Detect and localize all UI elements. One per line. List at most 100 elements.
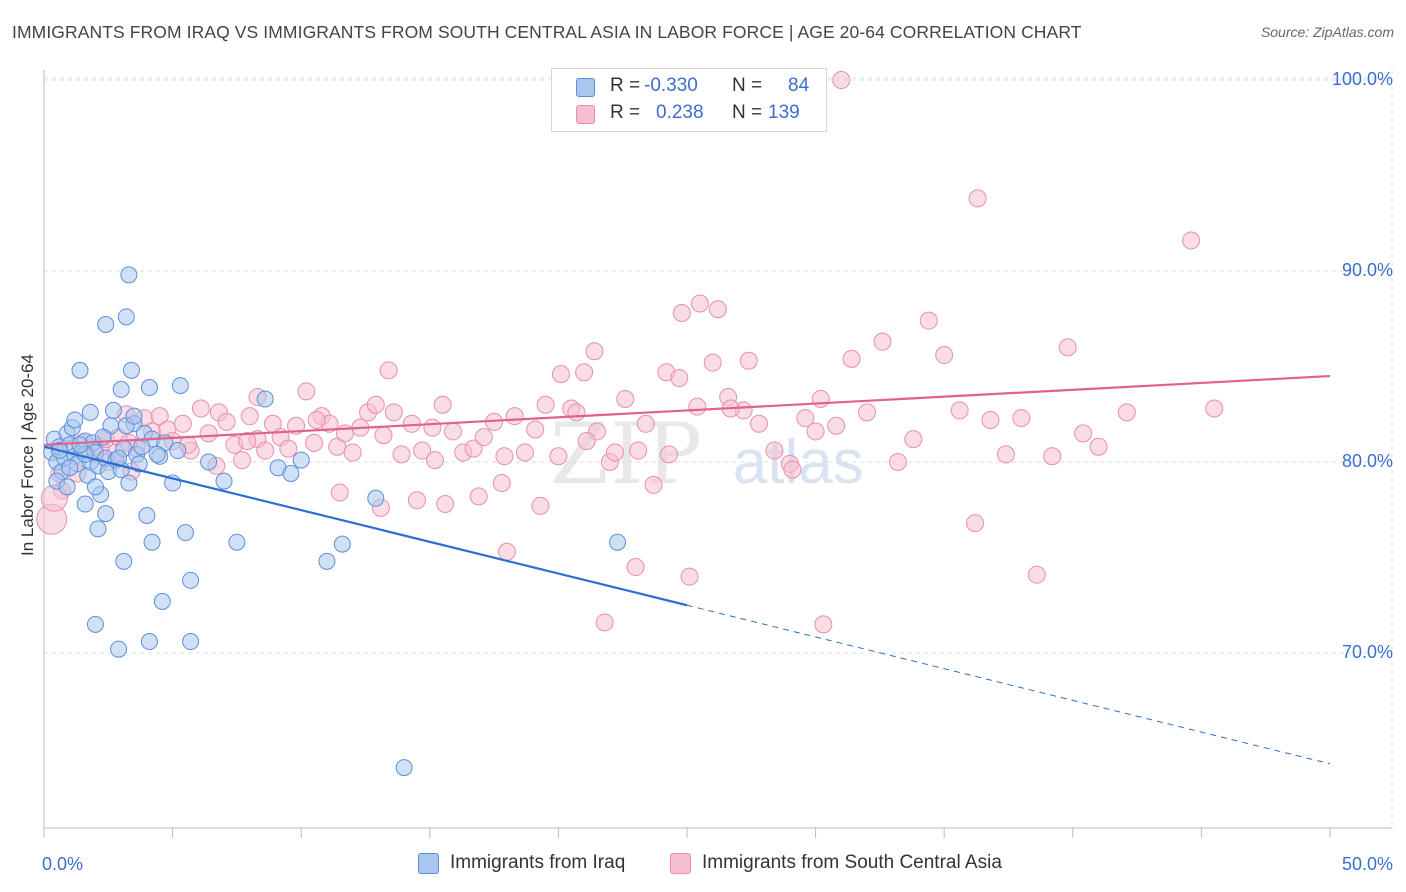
data-point-iraq <box>138 506 156 524</box>
data-point-iraq <box>112 380 130 398</box>
data-point-south-central-asia <box>515 443 534 462</box>
data-point-south-central-asia <box>629 441 648 460</box>
data-point-south-central-asia <box>199 424 218 443</box>
data-point-south-central-asia <box>827 416 846 435</box>
source-credit: Source: ZipAtlas.com <box>1260 24 1394 40</box>
data-point-south-central-asia <box>492 474 511 493</box>
data-point-south-central-asia <box>626 558 645 577</box>
data-point-south-central-asia <box>531 496 550 515</box>
data-point-south-central-asia <box>392 445 411 464</box>
data-point-south-central-asia <box>240 407 259 426</box>
data-point-iraq <box>215 472 233 490</box>
data-point-south-central-asia <box>680 567 699 586</box>
data-point-south-central-asia <box>305 433 324 452</box>
data-point-south-central-asia <box>191 399 210 418</box>
data-point-iraq <box>143 533 161 551</box>
legend-swatch-south-central-asia <box>576 105 595 124</box>
data-point-iraq <box>318 552 336 570</box>
data-point-south-central-asia <box>256 441 275 460</box>
data-point-south-central-asia <box>425 451 444 470</box>
data-point-iraq <box>367 489 385 507</box>
data-point-iraq <box>256 390 274 408</box>
data-point-iraq <box>130 455 148 473</box>
data-point-south-central-asia <box>1027 565 1046 584</box>
data-point-iraq <box>140 633 158 651</box>
data-point-iraq <box>140 379 158 397</box>
data-point-south-central-asia <box>690 294 709 313</box>
data-point-south-central-asia <box>806 422 825 441</box>
data-point-south-central-asia <box>505 407 524 426</box>
data-point-south-central-asia <box>551 365 570 384</box>
data-point-south-central-asia <box>413 441 432 460</box>
data-point-iraq <box>86 615 104 633</box>
data-point-iraq <box>122 361 140 379</box>
data-point-south-central-asia <box>904 430 923 449</box>
data-point-south-central-asia <box>497 542 516 561</box>
data-point-south-central-asia <box>935 346 954 365</box>
data-point-south-central-asia <box>150 407 169 426</box>
data-point-south-central-asia <box>968 189 987 208</box>
data-point-south-central-asia <box>173 414 192 433</box>
data-point-iraq <box>292 451 310 469</box>
data-point-south-central-asia <box>423 418 442 437</box>
data-point-iraq <box>395 759 413 777</box>
data-point-iraq <box>71 361 89 379</box>
data-point-south-central-asia <box>526 420 545 439</box>
legend-row-iraq: R = -0.330 N = 84 <box>576 75 816 99</box>
data-point-south-central-asia <box>443 422 462 441</box>
series-iraq-points <box>43 266 627 777</box>
data-point-iraq <box>333 535 351 553</box>
data-point-south-central-asia <box>469 487 488 506</box>
data-point-iraq <box>81 403 99 421</box>
data-point-iraq <box>169 442 187 460</box>
legend-r-value: 0.238 <box>656 102 704 123</box>
data-point-iraq <box>71 436 89 454</box>
legend-label-iraq: Immigrants from Iraq <box>450 852 626 873</box>
x-tick-label: 0.0% <box>42 854 83 874</box>
data-point-south-central-asia <box>577 431 596 450</box>
data-point-iraq <box>117 308 135 326</box>
data-point-south-central-asia <box>919 311 938 330</box>
data-point-south-central-asia <box>1205 399 1224 418</box>
series-south-central-asia-points <box>36 71 1224 634</box>
legend-n-value: 139 <box>768 102 800 123</box>
data-point-south-central-asia <box>374 426 393 445</box>
data-point-iraq <box>148 445 166 463</box>
data-point-iraq <box>282 464 300 482</box>
y-tick-label: 100.0% <box>1332 69 1393 89</box>
trend-lines <box>43 374 1331 765</box>
data-point-iraq <box>120 266 138 284</box>
data-point-south-central-asia <box>384 403 403 422</box>
y-tick-label: 80.0% <box>1342 451 1393 471</box>
data-point-iraq <box>125 407 143 425</box>
data-point-south-central-asia <box>765 441 784 460</box>
data-point-south-central-asia <box>888 453 907 471</box>
data-point-south-central-asia <box>783 460 802 479</box>
data-point-south-central-asia <box>739 351 758 370</box>
data-point-iraq <box>66 411 84 429</box>
data-point-south-central-asia <box>616 389 635 408</box>
data-point-south-central-asia <box>842 349 861 368</box>
data-point-south-central-asia <box>1012 409 1031 428</box>
data-point-south-central-asia <box>307 410 326 429</box>
data-point-iraq <box>153 592 171 610</box>
data-point-south-central-asia <box>636 414 655 433</box>
data-point-south-central-asia <box>1074 424 1093 443</box>
x-tick-label: 50.0% <box>1342 854 1393 874</box>
trend-line-iraq-extension <box>686 604 1331 765</box>
data-point-south-central-asia <box>287 416 306 435</box>
data-point-south-central-asia <box>1182 231 1201 250</box>
data-point-south-central-asia <box>811 389 830 408</box>
data-point-iraq <box>58 478 76 496</box>
data-point-south-central-asia <box>873 332 892 351</box>
data-point-south-central-asia <box>688 397 707 416</box>
legend-n-label: N = <box>732 102 763 123</box>
data-point-south-central-asia <box>1117 403 1136 422</box>
data-point-south-central-asia <box>433 395 452 414</box>
y-tick-label: 70.0% <box>1342 642 1393 662</box>
data-point-south-central-asia <box>585 342 604 361</box>
legend-n-label: N = <box>732 75 763 96</box>
data-point-south-central-asia <box>279 439 298 458</box>
data-point-south-central-asia <box>605 443 624 462</box>
data-point-south-central-asia <box>981 410 1000 429</box>
